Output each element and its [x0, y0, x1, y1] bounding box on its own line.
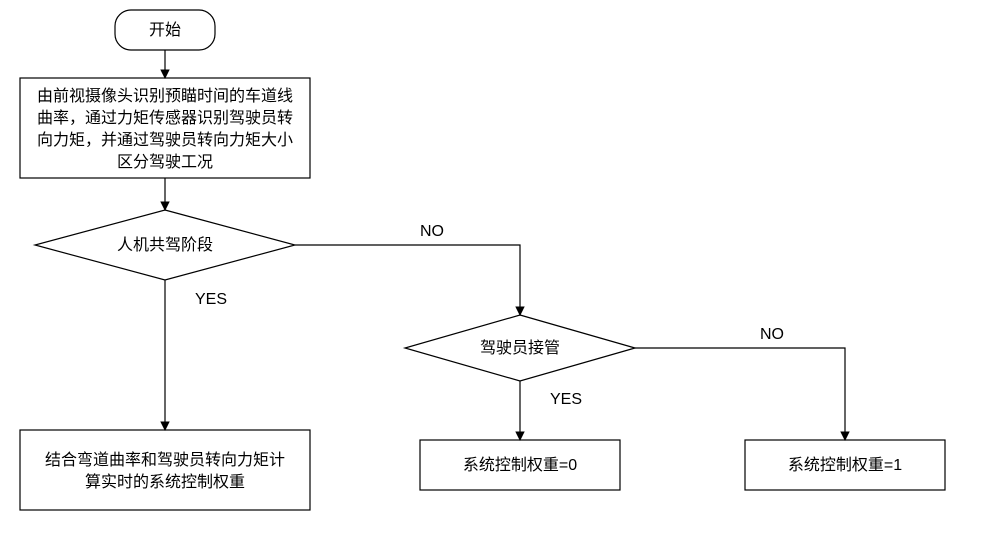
edge-dec1-no-label: NO: [420, 223, 444, 240]
dec2: 驾驶员接管: [405, 315, 635, 381]
proc1-line-3: 区分驾驶工况: [117, 153, 213, 171]
start-label: 开始: [149, 21, 181, 39]
proc_d2_yes: 系统控制权重=0: [420, 440, 620, 490]
dec1: 人机共驾阶段: [35, 210, 295, 280]
edge-dec2-no-label: NO: [760, 326, 784, 343]
proc1: 由前视摄像头识别预瞄时间的车道线曲率，通过力矩传感器识别驾驶员转向力矩，并通过驾…: [20, 78, 310, 178]
proc_yes: 结合弯道曲率和驾驶员转向力矩计算实时的系统控制权重: [20, 430, 310, 510]
proc1-line-1: 曲率，通过力矩传感器识别驾驶员转: [37, 109, 293, 127]
proc1-line-2: 向力矩，并通过驾驶员转向力矩大小: [37, 131, 293, 149]
edge-dec2-no: [635, 348, 845, 440]
edge-dec2-yes-label: YES: [550, 391, 582, 408]
proc_d2_yes-label: 系统控制权重=0: [463, 456, 577, 474]
proc_yes-line-1: 算实时的系统控制权重: [85, 472, 245, 491]
proc_yes-line-0: 结合弯道曲率和驾驶员转向力矩计: [45, 451, 285, 469]
dec2-label: 驾驶员接管: [480, 339, 560, 357]
start: 开始: [115, 10, 215, 50]
dec1-label: 人机共驾阶段: [117, 236, 213, 254]
proc_d2_no-label: 系统控制权重=1: [788, 456, 902, 474]
edge-dec1-yes-label: YES: [195, 291, 227, 308]
proc1-line-0: 由前视摄像头识别预瞄时间的车道线: [37, 87, 293, 105]
proc_d2_no: 系统控制权重=1: [745, 440, 945, 490]
edge-dec1-no: [295, 245, 520, 315]
